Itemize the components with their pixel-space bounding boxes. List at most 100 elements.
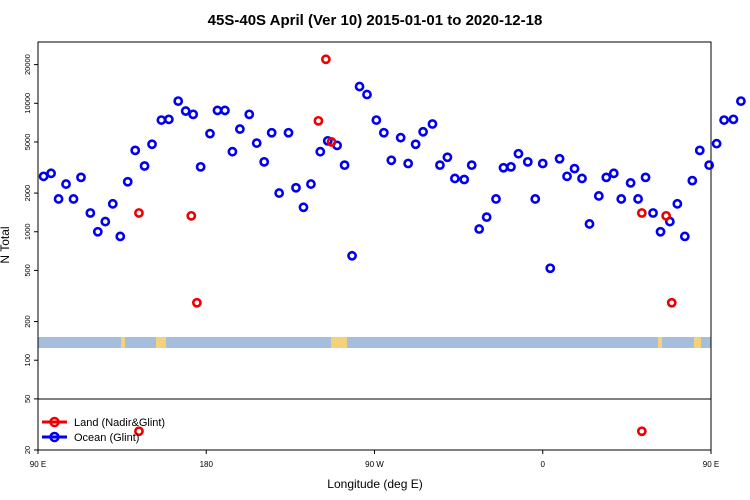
ocean-point-5 xyxy=(76,172,86,183)
legend-marker-land xyxy=(49,416,60,428)
ocean-point-0 xyxy=(38,171,49,182)
ocean-point-54 xyxy=(466,160,477,171)
ocean-point-8 xyxy=(100,216,111,227)
ocean-point-45 xyxy=(395,132,406,143)
ocean-point-20 xyxy=(195,161,206,172)
ocean-point-71 xyxy=(601,172,612,183)
land-patch-1 xyxy=(156,337,166,348)
ocean-point-41 xyxy=(362,89,372,100)
legend-marker-ocean xyxy=(49,431,60,443)
plot-area: 20 50 100 200 500 1000 2000 5000 10000 20000 90 E 1… xyxy=(23,41,746,469)
ocean-point-46 xyxy=(403,158,414,169)
ocean-point-51 xyxy=(442,152,453,163)
land-point-7 xyxy=(636,208,647,218)
ocean-point-88 xyxy=(736,96,746,107)
ocean-point-48 xyxy=(418,126,429,137)
ocean-point-72 xyxy=(608,168,619,179)
ocean-point-87 xyxy=(728,114,739,125)
ocean-point-7 xyxy=(92,226,103,237)
x-axis-title: Longitude (deg E) xyxy=(327,477,422,491)
land-point-5 xyxy=(320,54,331,65)
ocean-point-53 xyxy=(459,174,470,185)
ocean-point-3 xyxy=(61,179,71,189)
land-point-3 xyxy=(192,297,202,308)
ocean-point-10 xyxy=(115,231,126,242)
y-axis-title: N Total xyxy=(0,226,12,263)
ocean-point-78 xyxy=(655,226,666,237)
land-point-6 xyxy=(326,137,337,147)
ocean-point-83 xyxy=(694,145,705,156)
ocean-point-43 xyxy=(378,127,389,138)
ocean-point-26 xyxy=(244,109,255,120)
x-tick-label-2: 90 W xyxy=(365,460,384,469)
ocean-point-14 xyxy=(147,139,157,150)
land-patch-3 xyxy=(658,337,662,348)
ocean-point-31 xyxy=(283,127,294,138)
ocean-point-67 xyxy=(569,163,580,174)
ocean-point-60 xyxy=(513,148,524,159)
ocean-point-2 xyxy=(53,194,64,204)
ocean-point-50 xyxy=(435,160,445,171)
ocean-point-69 xyxy=(584,219,595,229)
ocean-point-56 xyxy=(481,212,492,223)
ocean-point-47 xyxy=(410,139,421,150)
land-patch-4 xyxy=(694,337,701,348)
ocean-point-28 xyxy=(259,156,270,167)
y-tick-label-2: 100 xyxy=(23,354,32,367)
land-point-10 xyxy=(666,297,677,308)
ocean-point-24 xyxy=(227,146,238,157)
x-tick-label-3: 0 xyxy=(541,460,546,469)
ocean-point-59 xyxy=(506,161,516,172)
legend-label-land: Land (Nadir&Glint) xyxy=(74,417,165,429)
ocean-point-68 xyxy=(577,173,587,184)
ocean-point-17 xyxy=(173,96,184,107)
ocean-point-86 xyxy=(719,115,729,125)
ocean-point-75 xyxy=(633,194,643,204)
ocean-point-64 xyxy=(545,263,556,274)
y-tick-label-9: 20000 xyxy=(23,54,32,75)
ocean-point-16 xyxy=(163,114,174,125)
ocean-point-13 xyxy=(139,161,150,171)
y-tick-label-4: 500 xyxy=(23,264,32,277)
y-tick-label-1: 50 xyxy=(23,395,32,403)
land-patch-0 xyxy=(121,337,125,348)
ocean-point-15 xyxy=(156,115,167,125)
y-tick-label-6: 2000 xyxy=(23,185,32,202)
ocean-point-40 xyxy=(354,81,365,92)
ocean-point-30 xyxy=(274,188,285,198)
ocean-point-80 xyxy=(672,198,683,209)
ocean-point-27 xyxy=(251,138,262,148)
ocean-point-12 xyxy=(130,145,141,156)
y-tick-label-3: 200 xyxy=(23,315,32,328)
ocean-point-44 xyxy=(386,155,397,166)
ocean-point-19 xyxy=(188,109,199,120)
chart-title: 45S-40S April (Ver 10) 2015-01-01 to 202… xyxy=(208,12,543,29)
ocean-point-66 xyxy=(562,171,572,182)
ocean-point-38 xyxy=(339,160,350,171)
y-tick-label-8: 10000 xyxy=(23,93,32,114)
ocean-point-82 xyxy=(687,175,698,186)
ocean-point-1 xyxy=(46,168,56,179)
x-tick-label-1: 180 xyxy=(200,460,214,469)
ocean-point-58 xyxy=(498,162,509,173)
ocean-point-55 xyxy=(474,224,485,234)
land-patch-2 xyxy=(331,337,347,348)
ocean-point-81 xyxy=(679,231,690,242)
ocean-point-18 xyxy=(180,106,191,116)
y-tick-label-5: 1000 xyxy=(23,223,32,240)
ocean-point-33 xyxy=(298,202,309,213)
land-point-2 xyxy=(186,210,197,221)
ocean-point-49 xyxy=(427,119,438,129)
ocean-point-25 xyxy=(234,124,245,134)
x-tick-label-0: 90 E xyxy=(30,460,46,469)
ocean-point-61 xyxy=(522,156,533,167)
ocean-point-85 xyxy=(711,138,722,149)
ocean-point-34 xyxy=(306,179,316,189)
ocean-point-73 xyxy=(616,194,627,204)
ocean-point-57 xyxy=(491,194,501,204)
ocean-point-22 xyxy=(212,105,223,116)
ocean-point-76 xyxy=(640,172,651,183)
ocean-point-21 xyxy=(205,128,215,139)
x-tick-label-4: 90 E xyxy=(703,460,719,469)
ocean-point-29 xyxy=(266,127,277,138)
